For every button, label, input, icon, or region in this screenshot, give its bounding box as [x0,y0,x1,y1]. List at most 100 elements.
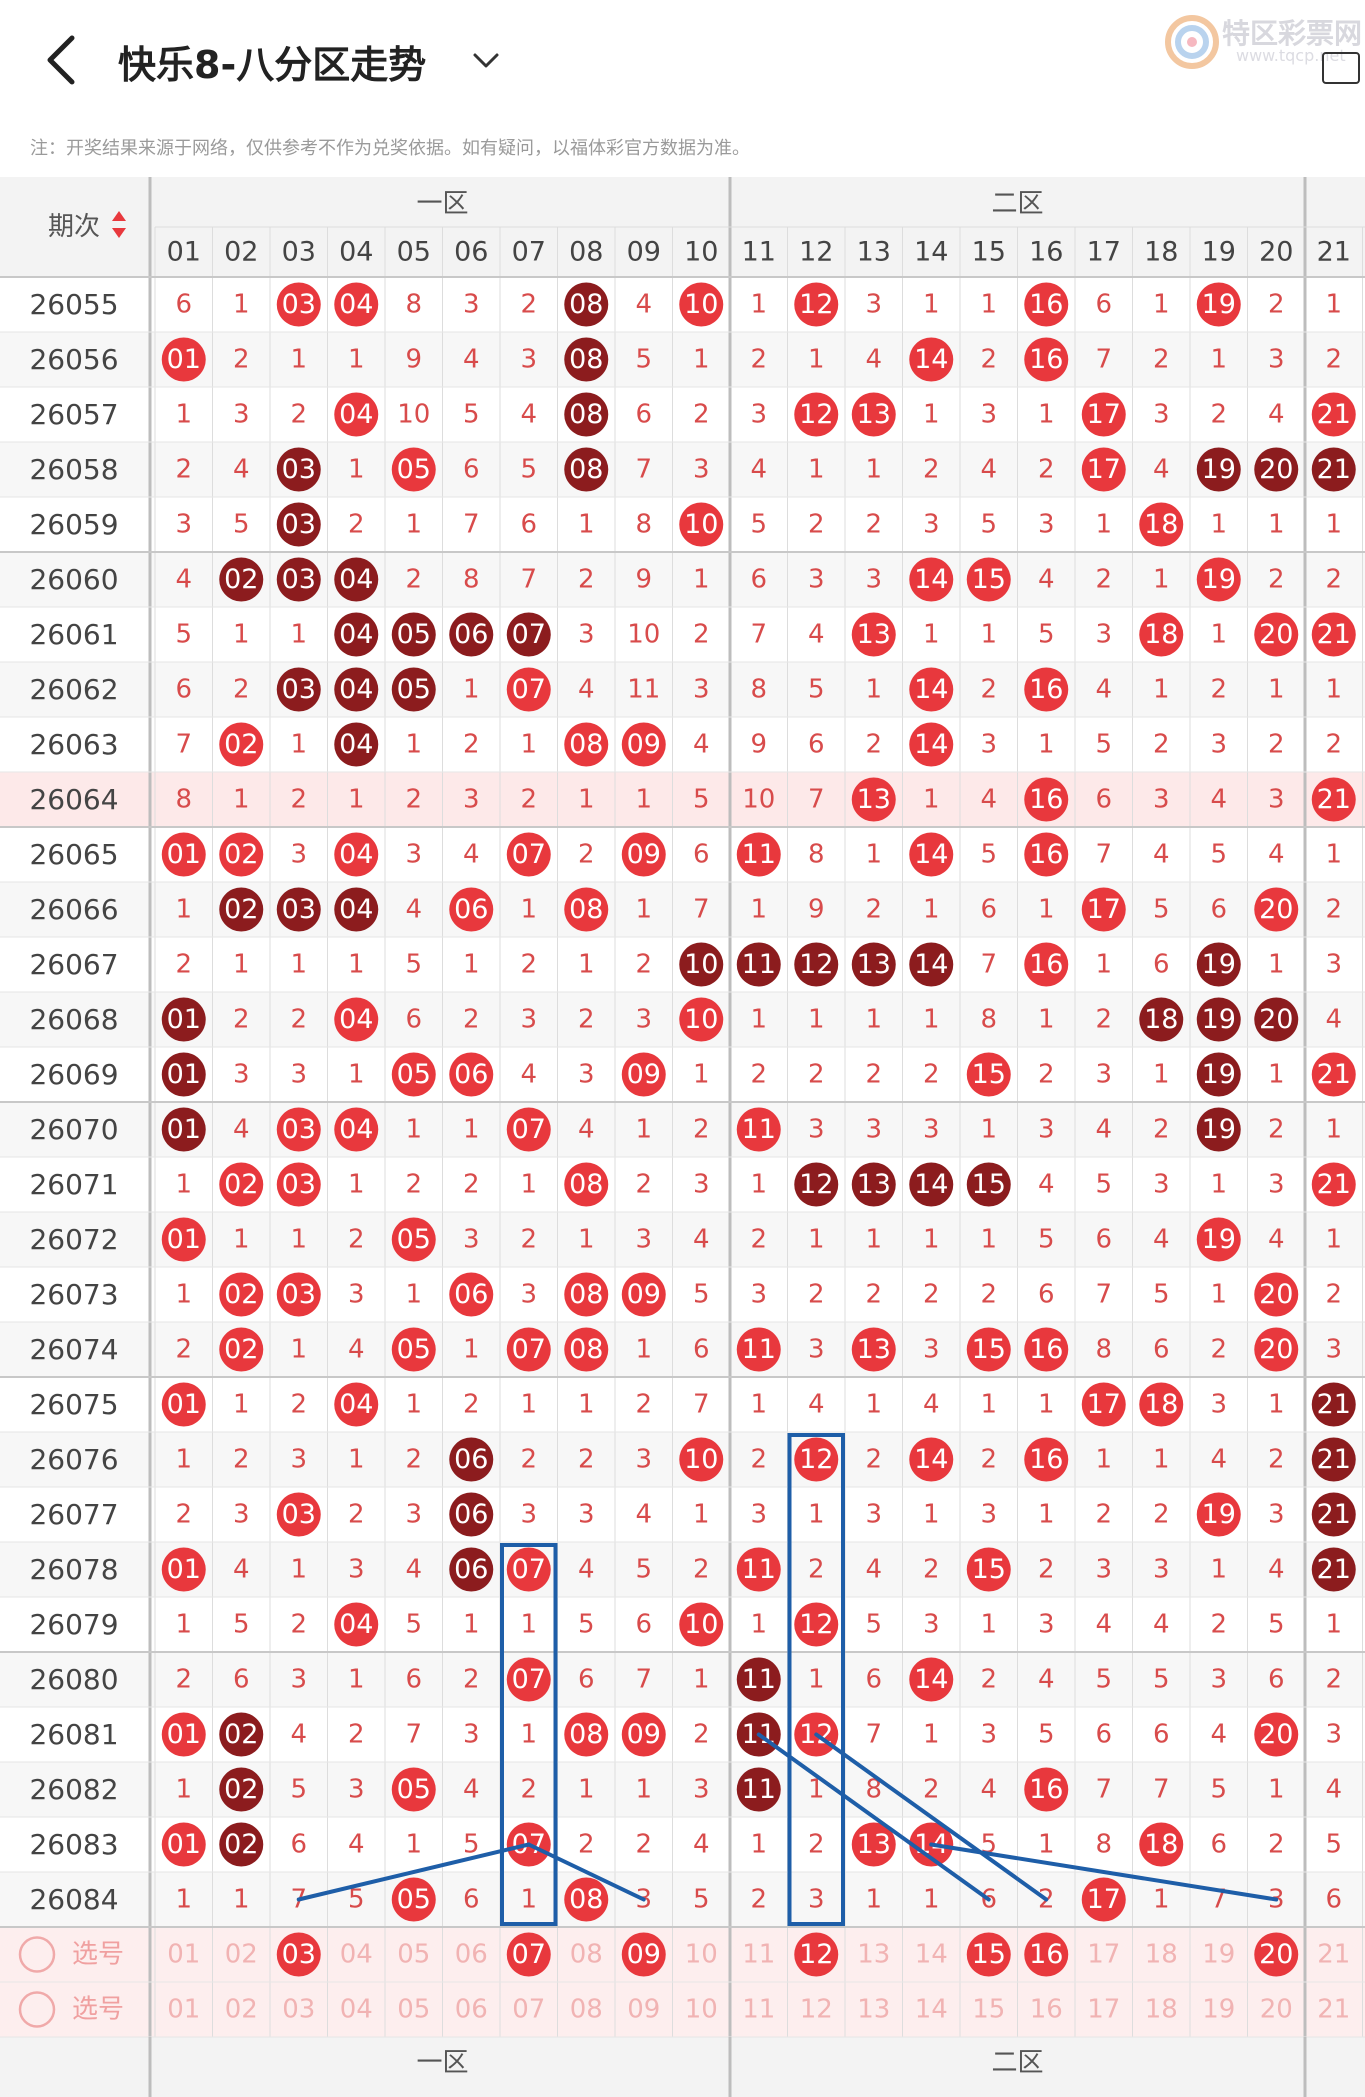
drawn-number-ball [1196,997,1241,1042]
select-radio-icon[interactable] [18,1936,56,1973]
drawn-number-text: 10 [684,509,718,540]
drawn-number-text: 08 [569,894,603,925]
drawn-number-ball [794,282,839,327]
omission-count: 2 [808,510,825,540]
omission-count: 1 [1153,1060,1170,1090]
drawn-number-text: 15 [972,564,1006,595]
omission-count: 4 [233,455,250,485]
sort-down-icon[interactable] [112,228,126,238]
omission-count: 6 [1153,1335,1170,1365]
drawn-number-ball [851,392,896,437]
drawn-number-ball [1196,1217,1241,1262]
select-number-option: 13 [857,1995,890,2025]
chevron-down-icon[interactable] [470,44,502,76]
drawn-number-ball [736,1547,781,1592]
omission-count: 7 [750,620,767,650]
omission-count: 1 [348,1665,365,1695]
omission-count: 1 [693,1665,710,1695]
drawn-number-text: 01 [167,1829,201,1860]
drawn-number-ball [276,667,321,712]
omission-count: 4 [808,620,825,650]
table-row [0,717,1365,772]
omission-count: 8 [980,1005,997,1035]
screen-mode-icon[interactable] [1322,52,1360,84]
drawn-number-ball [1024,282,1069,327]
drawn-number-text: 02 [224,1334,258,1365]
omission-count: 9 [750,730,767,760]
omission-count: 5 [1038,1720,1055,1750]
drawn-number-ball [1081,447,1126,492]
select-number-option: 15 [972,1995,1005,2025]
drawn-number-ball [1024,337,1069,382]
drawn-number-ball [909,942,954,987]
drawn-number-ball [1254,997,1299,1042]
picked-number-ball[interactable] [621,1932,666,1977]
drawn-number-text: 14 [914,564,948,595]
drawn-number-ball [1081,392,1126,437]
omission-count: 1 [865,1005,882,1035]
picked-number-ball[interactable] [1254,1932,1299,1977]
omission-count: 1 [175,1885,192,1915]
omission-count: 4 [635,1500,652,1530]
select-label: 选号 [72,1995,124,2025]
omission-count: 4 [578,1555,595,1585]
table-row [0,552,1365,607]
omission-count: 2 [635,1390,652,1420]
select-radio-icon[interactable] [18,1991,56,2028]
select-number-option: 12 [800,1995,833,2025]
picked-number-ball[interactable] [506,1932,551,1977]
picked-number-ball[interactable] [1024,1932,1069,1977]
picked-number-ball[interactable] [276,1932,321,1977]
drawn-number-ball [851,612,896,657]
drawn-number-ball [621,1272,666,1317]
omission-count: 7 [290,1885,307,1915]
select-row[interactable] [0,1927,1365,1982]
omission-count: 1 [750,1170,767,1200]
omission-count: 3 [578,1500,595,1530]
omission-count: 2 [1325,345,1342,375]
omission-count: 4 [520,400,537,430]
omission-count: 9 [405,345,422,375]
omission-count: 3 [693,1170,710,1200]
drawn-number-ball [506,1107,551,1152]
omission-count: 3 [1038,510,1055,540]
period-header: 期次 [48,212,100,242]
drawn-number-text: 16 [1029,1334,1063,1365]
omission-count: 6 [1325,1885,1342,1915]
omission-count: 5 [980,840,997,870]
drawn-number-ball [679,1602,724,1647]
omission-count: 1 [635,1115,652,1145]
drawn-number-text: 04 [339,564,373,595]
drawn-number-text: 14 [914,949,948,980]
omission-count: 1 [980,1390,997,1420]
drawn-number-ball [1254,612,1299,657]
omission-count: 1 [923,1885,940,1915]
period-cell: 26066 [29,893,118,926]
drawn-number-ball [161,1822,206,1867]
drawn-number-text: 01 [167,1114,201,1145]
column-number: 04 [339,237,373,268]
omission-count: 2 [1268,290,1285,320]
drawn-number-ball [564,337,609,382]
drawn-number-ball [161,997,206,1042]
select-row[interactable] [0,1982,1365,2037]
drawn-number-text: 13 [857,949,891,980]
omission-count: 1 [1038,1005,1055,1035]
sort-up-icon[interactable] [112,211,126,221]
chevron-left-icon[interactable] [40,32,84,88]
omission-count: 2 [865,1060,882,1090]
picked-number-ball[interactable] [794,1932,839,1977]
omission-count: 1 [175,895,192,925]
column-number: 17 [1087,237,1121,268]
drawn-number-ball [161,1217,206,1262]
omission-count: 6 [808,730,825,760]
omission-count: 1 [1153,675,1170,705]
omission-count: 2 [520,1445,537,1475]
footer-zone-label-2: 二区 [991,2048,1043,2078]
column-number: 03 [282,237,316,268]
picked-number-ball[interactable] [966,1932,1011,1977]
omission-count: 4 [693,1830,710,1860]
omission-count: 5 [1095,730,1112,760]
select-number-option: 05 [397,1995,430,2025]
drawn-number-ball [851,1327,896,1372]
